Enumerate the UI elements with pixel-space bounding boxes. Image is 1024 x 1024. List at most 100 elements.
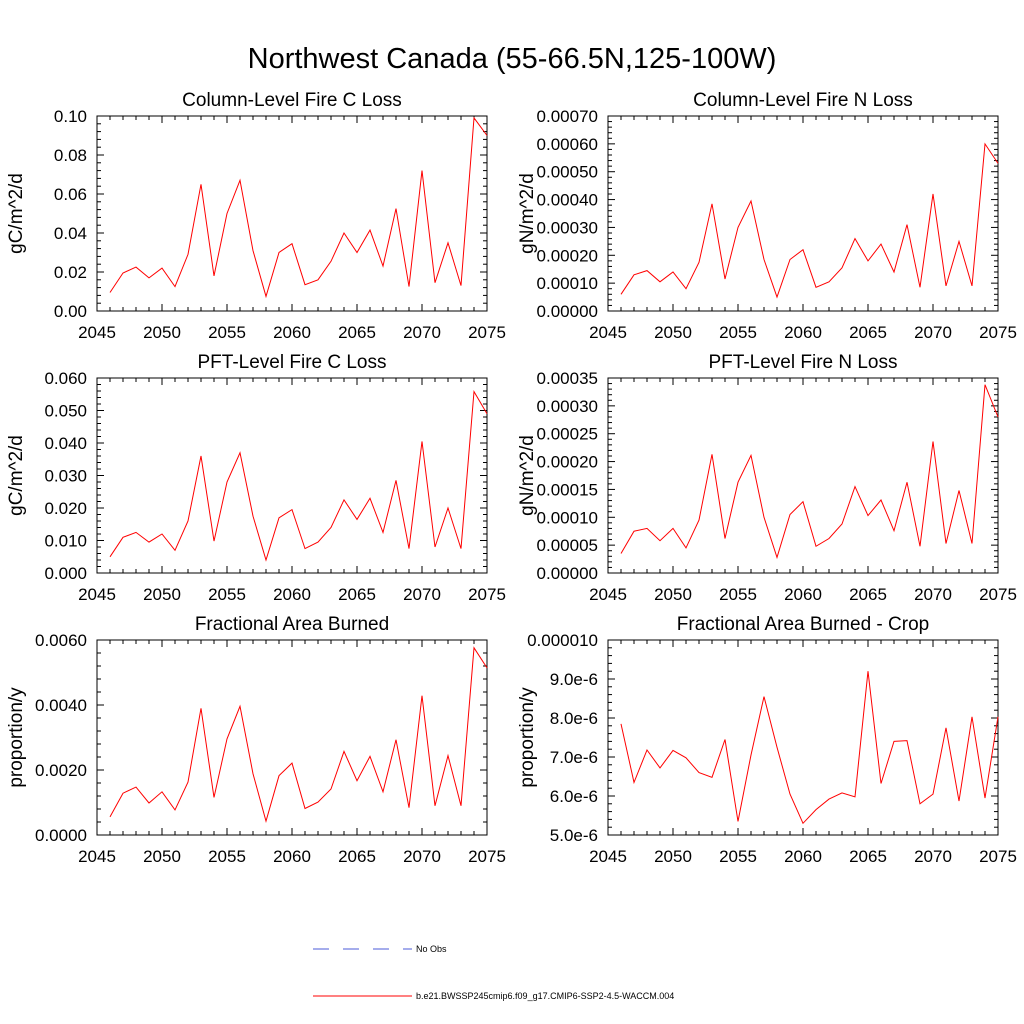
x-tick-label: 2075 — [468, 323, 506, 342]
y-tick-label: 5.0e-6 — [550, 826, 598, 845]
series-line — [620, 384, 999, 560]
x-tick-label: 2055 — [208, 585, 246, 604]
y-tick-label: 0.0020 — [35, 761, 87, 780]
panel-title: Column-Level Fire C Loss — [182, 90, 402, 111]
y-tick-label: 0.00015 — [537, 480, 598, 499]
x-tick-label: 2065 — [338, 323, 376, 342]
y-tick-label: 0.00 — [54, 302, 87, 321]
series-line — [109, 646, 488, 823]
panel-title: PFT-Level Fire C Loss — [198, 352, 387, 373]
y-tick-label: 0.06 — [54, 185, 87, 204]
x-tick-label: 2060 — [273, 847, 311, 866]
x-tick-label: 2065 — [849, 847, 887, 866]
y-axis-label: gN/m^2/d — [517, 173, 538, 254]
x-tick-label: 2050 — [143, 323, 181, 342]
panel-title: Column-Level Fire N Loss — [693, 90, 913, 111]
panel-2: Column-Level Fire N Loss gN/m^2/d 2045 2050… — [517, 90, 1017, 342]
y-tick-label: 0.030 — [44, 467, 87, 486]
series-line — [109, 389, 488, 562]
panel-6: Fractional Area Burned - Crop proportion/… — [517, 614, 1017, 866]
x-tick-label: 2045 — [589, 585, 627, 604]
y-tick-label: 0.00010 — [537, 508, 598, 527]
y-tick-label: 0.04 — [54, 224, 87, 243]
x-tick-label: 2075 — [979, 847, 1017, 866]
y-tick-label: 0.050 — [44, 402, 87, 421]
x-tick-label: 2065 — [849, 323, 887, 342]
y-tick-label: 0.000010 — [527, 631, 598, 650]
x-tick-label: 2050 — [143, 585, 181, 604]
y-tick-label: 0.00050 — [537, 163, 598, 182]
x-tick-label: 2050 — [654, 323, 692, 342]
y-tick-label: 0.0060 — [35, 631, 87, 650]
x-tick-label: 2055 — [719, 847, 757, 866]
x-tick-label: 2070 — [403, 323, 441, 342]
x-tick-label: 2070 — [403, 585, 441, 604]
x-tick-label: 2060 — [784, 847, 822, 866]
x-tick-label: 2070 — [403, 847, 441, 866]
x-tick-label: 2045 — [78, 847, 116, 866]
y-tick-label: 0.00070 — [537, 107, 598, 126]
x-tick-label: 2055 — [208, 847, 246, 866]
y-tick-label: 7.0e-6 — [550, 748, 598, 767]
x-tick-label: 2060 — [784, 323, 822, 342]
y-tick-label: 0.0000 — [35, 826, 87, 845]
y-axis-label: proportion/y — [517, 687, 538, 788]
x-tick-label: 2055 — [208, 323, 246, 342]
panel-4: PFT-Level Fire N Loss gN/m^2/d 2045 2050 205… — [517, 352, 1017, 604]
y-tick-label: 0.10 — [54, 107, 87, 126]
panel-title: PFT-Level Fire N Loss — [709, 352, 898, 373]
y-tick-label: 0.00005 — [537, 536, 598, 555]
x-tick-label: 2045 — [78, 323, 116, 342]
y-axis-label: gN/m^2/d — [517, 435, 538, 516]
y-tick-label: 6.0e-6 — [550, 787, 598, 806]
y-tick-label: 0.040 — [44, 434, 87, 453]
y-tick-label: 0.00030 — [537, 397, 598, 416]
y-tick-label: 0.00035 — [537, 369, 598, 388]
x-tick-label: 2045 — [78, 585, 116, 604]
x-tick-label: 2065 — [849, 585, 887, 604]
x-tick-label: 2070 — [914, 585, 952, 604]
y-tick-label: 0.00030 — [537, 218, 598, 237]
y-tick-label: 0.020 — [44, 499, 87, 518]
legend-model-label: b.e21.BWSSP245cmip6.f09_g17.CMIP6-SSP2-4… — [416, 991, 674, 1001]
figure-title: Northwest Canada (55-66.5N,125-100W) — [248, 43, 777, 75]
x-tick-label: 2045 — [589, 847, 627, 866]
y-tick-label: 0.010 — [44, 532, 87, 551]
x-tick-label: 2070 — [914, 323, 952, 342]
x-tick-label: 2075 — [468, 847, 506, 866]
panel-title: Fractional Area Burned - Crop — [677, 614, 929, 635]
y-tick-label: 0.00000 — [537, 564, 598, 583]
panel-3: PFT-Level Fire C Loss gC/m^2/d 2045 2050 205… — [6, 352, 506, 604]
y-tick-label: 0.00010 — [537, 274, 598, 293]
panel-5: Fractional Area Burned proportion/y 2045 20… — [6, 614, 506, 866]
x-tick-label: 2060 — [273, 323, 311, 342]
y-axis-label: gC/m^2/d — [6, 173, 27, 254]
y-axis-label: gC/m^2/d — [6, 435, 27, 516]
x-tick-label: 2050 — [654, 585, 692, 604]
panel-title: Fractional Area Burned — [195, 614, 389, 635]
y-tick-label: 0.00000 — [537, 302, 598, 321]
series-line — [620, 142, 999, 299]
x-tick-label: 2075 — [979, 585, 1017, 604]
series-line — [109, 116, 488, 299]
x-tick-label: 2075 — [979, 323, 1017, 342]
x-tick-label: 2065 — [338, 847, 376, 866]
y-tick-label: 0.0040 — [35, 696, 87, 715]
x-tick-label: 2050 — [143, 847, 181, 866]
legend-no-obs-label: No Obs — [416, 944, 447, 954]
x-tick-label: 2050 — [654, 847, 692, 866]
y-tick-label: 0.00025 — [537, 425, 598, 444]
y-tick-label: 0.00020 — [537, 246, 598, 265]
y-tick-label: 9.0e-6 — [550, 670, 598, 689]
y-tick-label: 0.00040 — [537, 191, 598, 210]
y-tick-label: 0.00020 — [537, 453, 598, 472]
x-tick-label: 2070 — [914, 847, 952, 866]
panel-1: Column-Level Fire C Loss gC/m^2/d 2045 2050… — [6, 90, 506, 342]
y-tick-label: 0.000 — [44, 564, 87, 583]
x-tick-label: 2060 — [273, 585, 311, 604]
y-tick-label: 8.0e-6 — [550, 709, 598, 728]
y-tick-label: 0.00060 — [537, 135, 598, 154]
panels: Column-Level Fire C Loss gC/m^2/d 2045 2050… — [6, 90, 1017, 866]
x-tick-label: 2075 — [468, 585, 506, 604]
